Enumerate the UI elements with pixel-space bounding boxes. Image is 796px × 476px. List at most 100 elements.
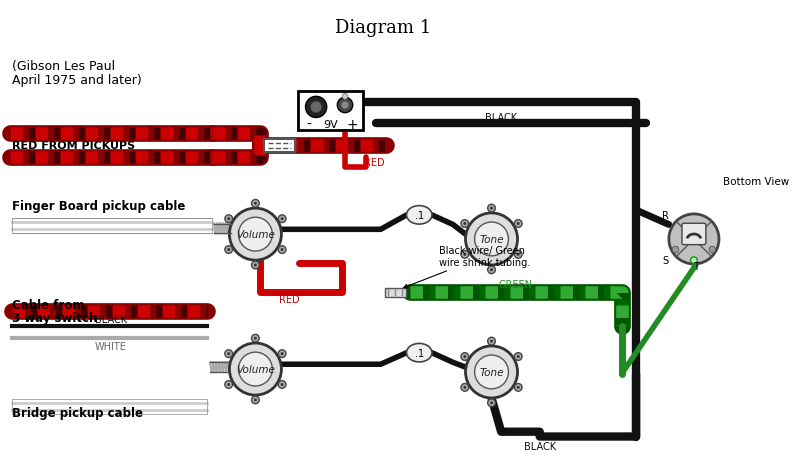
- Circle shape: [514, 353, 522, 361]
- Text: 3 way switch: 3 way switch: [12, 311, 97, 324]
- Circle shape: [514, 220, 522, 228]
- Circle shape: [461, 384, 469, 391]
- Circle shape: [281, 383, 283, 386]
- Circle shape: [342, 94, 348, 100]
- Circle shape: [224, 216, 232, 223]
- Circle shape: [466, 346, 517, 398]
- Circle shape: [252, 396, 259, 404]
- Text: April 1975 and later): April 1975 and later): [12, 74, 142, 87]
- Circle shape: [490, 340, 493, 343]
- Text: Volume: Volume: [236, 364, 275, 374]
- Text: Bottom View: Bottom View: [723, 177, 789, 187]
- Circle shape: [490, 269, 493, 272]
- Bar: [264, 139, 295, 153]
- Text: Bridge pickup cable: Bridge pickup cable: [12, 406, 142, 419]
- Circle shape: [514, 251, 522, 258]
- Circle shape: [461, 251, 469, 258]
- Text: Cable from: Cable from: [12, 298, 84, 311]
- Circle shape: [252, 335, 259, 342]
- Circle shape: [488, 399, 495, 407]
- Text: Finger Board pickup cable: Finger Board pickup cable: [12, 199, 185, 212]
- Circle shape: [254, 264, 257, 267]
- Text: 9V: 9V: [323, 120, 338, 130]
- Circle shape: [281, 218, 283, 221]
- Circle shape: [239, 352, 272, 386]
- Circle shape: [709, 247, 716, 253]
- Circle shape: [514, 384, 522, 391]
- FancyBboxPatch shape: [298, 92, 363, 131]
- Text: Tone: Tone: [479, 235, 504, 245]
- Text: BLACK: BLACK: [524, 441, 556, 451]
- Circle shape: [463, 386, 466, 389]
- Text: Diagram 1: Diagram 1: [335, 19, 431, 37]
- Circle shape: [488, 337, 495, 345]
- Circle shape: [466, 213, 517, 266]
- Circle shape: [341, 102, 349, 109]
- Circle shape: [227, 218, 230, 221]
- Circle shape: [239, 218, 272, 251]
- FancyBboxPatch shape: [682, 224, 706, 245]
- Circle shape: [488, 267, 495, 274]
- Circle shape: [227, 352, 230, 355]
- Circle shape: [669, 214, 719, 265]
- Circle shape: [474, 223, 509, 256]
- Text: BLACK: BLACK: [95, 314, 127, 324]
- Circle shape: [306, 97, 326, 118]
- Circle shape: [224, 246, 232, 254]
- Circle shape: [517, 355, 520, 358]
- Bar: [12, 218, 212, 234]
- Circle shape: [224, 381, 232, 388]
- Text: (Gibson Les Paul: (Gibson Les Paul: [12, 60, 115, 73]
- Circle shape: [252, 262, 259, 269]
- Circle shape: [672, 247, 679, 253]
- Circle shape: [279, 381, 286, 388]
- Text: +: +: [347, 118, 358, 132]
- Circle shape: [229, 343, 282, 395]
- Circle shape: [488, 205, 495, 212]
- Bar: [384, 288, 406, 297]
- Text: .1: .1: [415, 210, 423, 220]
- Text: GREEN: GREEN: [498, 280, 533, 289]
- Text: R: R: [661, 210, 669, 220]
- Ellipse shape: [407, 344, 432, 362]
- Circle shape: [338, 98, 353, 113]
- Text: -: -: [306, 118, 311, 132]
- Circle shape: [227, 383, 230, 386]
- Text: WHITE: WHITE: [95, 341, 127, 351]
- Circle shape: [490, 207, 493, 210]
- Circle shape: [517, 253, 520, 256]
- Circle shape: [227, 248, 230, 251]
- Circle shape: [254, 337, 257, 340]
- Circle shape: [281, 352, 283, 355]
- Circle shape: [691, 258, 697, 264]
- Text: RED: RED: [364, 158, 384, 168]
- Bar: [12, 399, 207, 415]
- Circle shape: [461, 353, 469, 361]
- Text: BLACK: BLACK: [485, 112, 517, 122]
- Circle shape: [490, 401, 493, 405]
- Text: .1: .1: [415, 348, 423, 358]
- Text: S: S: [662, 256, 668, 266]
- Circle shape: [517, 223, 520, 226]
- Circle shape: [517, 386, 520, 389]
- Circle shape: [254, 202, 257, 205]
- Circle shape: [463, 253, 466, 256]
- Text: T: T: [693, 261, 699, 271]
- Circle shape: [463, 355, 466, 358]
- Circle shape: [474, 355, 509, 389]
- Circle shape: [461, 220, 469, 228]
- Circle shape: [279, 350, 286, 358]
- Circle shape: [463, 223, 466, 226]
- Circle shape: [279, 216, 286, 223]
- Text: Tone: Tone: [479, 367, 504, 377]
- Circle shape: [281, 248, 283, 251]
- Text: RED FROM PICKUPS: RED FROM PICKUPS: [12, 141, 135, 151]
- Text: Black wire/ Green
wire shrink tubing.: Black wire/ Green wire shrink tubing.: [404, 246, 530, 288]
- Circle shape: [224, 350, 232, 358]
- Text: Volume: Volume: [236, 229, 275, 239]
- Text: RED: RED: [279, 294, 299, 304]
- Circle shape: [310, 102, 322, 113]
- Circle shape: [254, 398, 257, 401]
- Circle shape: [229, 208, 282, 260]
- Circle shape: [279, 246, 286, 254]
